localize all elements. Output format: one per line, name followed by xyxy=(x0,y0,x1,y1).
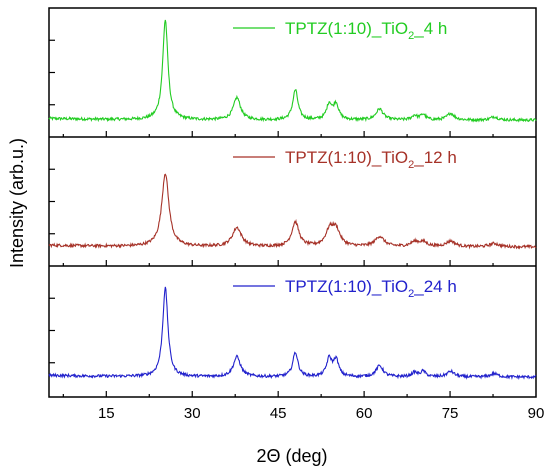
x-tick-label-30: 30 xyxy=(184,405,201,422)
legend-label-3: TPTZ(1:10)_TiO2_24 h xyxy=(285,277,457,300)
x-tick-label-15: 15 xyxy=(98,405,115,422)
x-ticks: 15 30 45 60 75 90 xyxy=(62,131,545,422)
y-ticks xyxy=(49,39,55,364)
x-tick-label-45: 45 xyxy=(270,405,287,422)
x-tick-label-90: 90 xyxy=(528,405,545,422)
x-axis-title: 2Θ (deg) xyxy=(256,446,327,466)
plot-frame xyxy=(48,7,537,398)
legends: TPTZ(1:10)_TiO2_4 h TPTZ(1:10)_TiO2_12 h T… xyxy=(233,19,457,300)
x-tick-label-60: 60 xyxy=(356,405,373,422)
series-line-3 xyxy=(48,286,537,381)
series-line-2 xyxy=(48,173,537,250)
legend-label-2: TPTZ(1:10)_TiO2_12 h xyxy=(285,148,457,171)
legend-label-1: TPTZ(1:10)_TiO2_4 h xyxy=(285,19,447,42)
series-line-1 xyxy=(48,19,537,123)
x-tick-label-75: 75 xyxy=(442,405,459,422)
series-traces xyxy=(48,19,537,381)
y-axis-title: Intensity (arb.u.) xyxy=(7,138,27,268)
